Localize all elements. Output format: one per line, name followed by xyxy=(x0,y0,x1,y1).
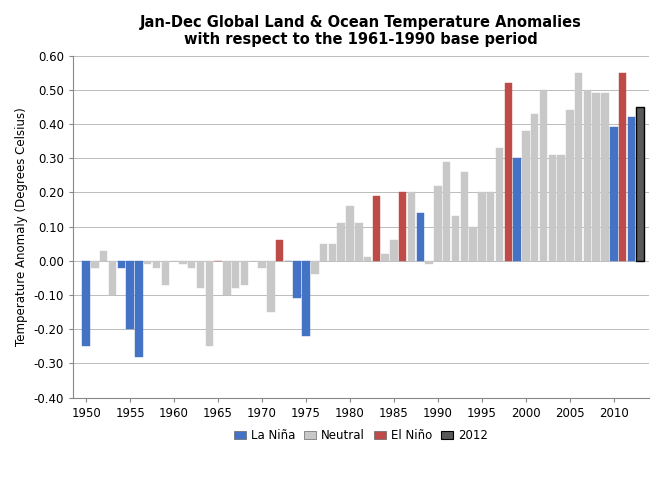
Bar xyxy=(540,90,547,261)
Bar xyxy=(434,186,442,261)
Bar xyxy=(320,244,327,261)
Title: Jan-Dec Global Land & Ocean Temperature Anomalies
with respect to the 1961-1990 : Jan-Dec Global Land & Ocean Temperature … xyxy=(140,15,582,47)
Bar xyxy=(602,93,609,261)
Bar xyxy=(592,93,600,261)
Bar xyxy=(206,261,213,346)
Bar xyxy=(513,158,521,261)
Bar xyxy=(452,216,459,261)
Bar xyxy=(197,261,205,288)
Bar xyxy=(91,261,99,267)
Bar xyxy=(531,114,539,261)
Bar xyxy=(364,257,371,261)
Bar xyxy=(161,261,169,285)
Bar xyxy=(223,261,230,295)
Bar xyxy=(478,192,485,261)
Bar xyxy=(311,261,319,274)
Bar xyxy=(461,172,468,261)
Bar xyxy=(548,155,556,261)
Bar xyxy=(179,261,187,264)
Bar xyxy=(346,206,354,261)
Bar xyxy=(118,261,125,267)
Y-axis label: Temperature Anomaly (Degrees Celsius): Temperature Anomaly (Degrees Celsius) xyxy=(15,107,28,346)
Bar xyxy=(584,90,591,261)
Bar xyxy=(637,107,644,261)
Bar xyxy=(135,261,143,357)
Bar xyxy=(416,213,424,261)
Bar xyxy=(293,261,301,298)
Bar xyxy=(153,261,160,267)
Bar xyxy=(109,261,116,295)
Bar xyxy=(276,240,284,261)
Bar xyxy=(82,261,90,346)
Bar xyxy=(100,250,108,261)
Bar xyxy=(232,261,240,288)
Bar xyxy=(557,155,565,261)
Bar xyxy=(302,261,309,336)
Bar xyxy=(188,261,195,267)
Bar xyxy=(329,244,336,261)
Bar xyxy=(610,127,618,261)
Bar xyxy=(496,148,503,261)
Bar xyxy=(522,131,530,261)
Bar xyxy=(575,73,582,261)
Bar xyxy=(443,161,450,261)
Bar xyxy=(619,73,626,261)
Bar xyxy=(566,110,574,261)
Bar xyxy=(390,240,398,261)
Bar xyxy=(505,83,512,261)
Bar xyxy=(258,261,266,267)
Bar xyxy=(627,117,635,261)
Bar xyxy=(487,192,495,261)
Bar xyxy=(267,261,275,312)
Bar xyxy=(355,223,363,261)
Bar xyxy=(399,192,406,261)
Legend: La Niña, Neutral, El Niño, 2012: La Niña, Neutral, El Niño, 2012 xyxy=(229,424,493,447)
Bar xyxy=(126,261,134,329)
Bar xyxy=(408,192,415,261)
Bar xyxy=(144,261,151,264)
Bar xyxy=(241,261,248,285)
Bar xyxy=(426,261,433,264)
Bar xyxy=(381,254,389,261)
Bar xyxy=(337,223,345,261)
Bar xyxy=(469,227,477,261)
Bar xyxy=(373,196,380,261)
